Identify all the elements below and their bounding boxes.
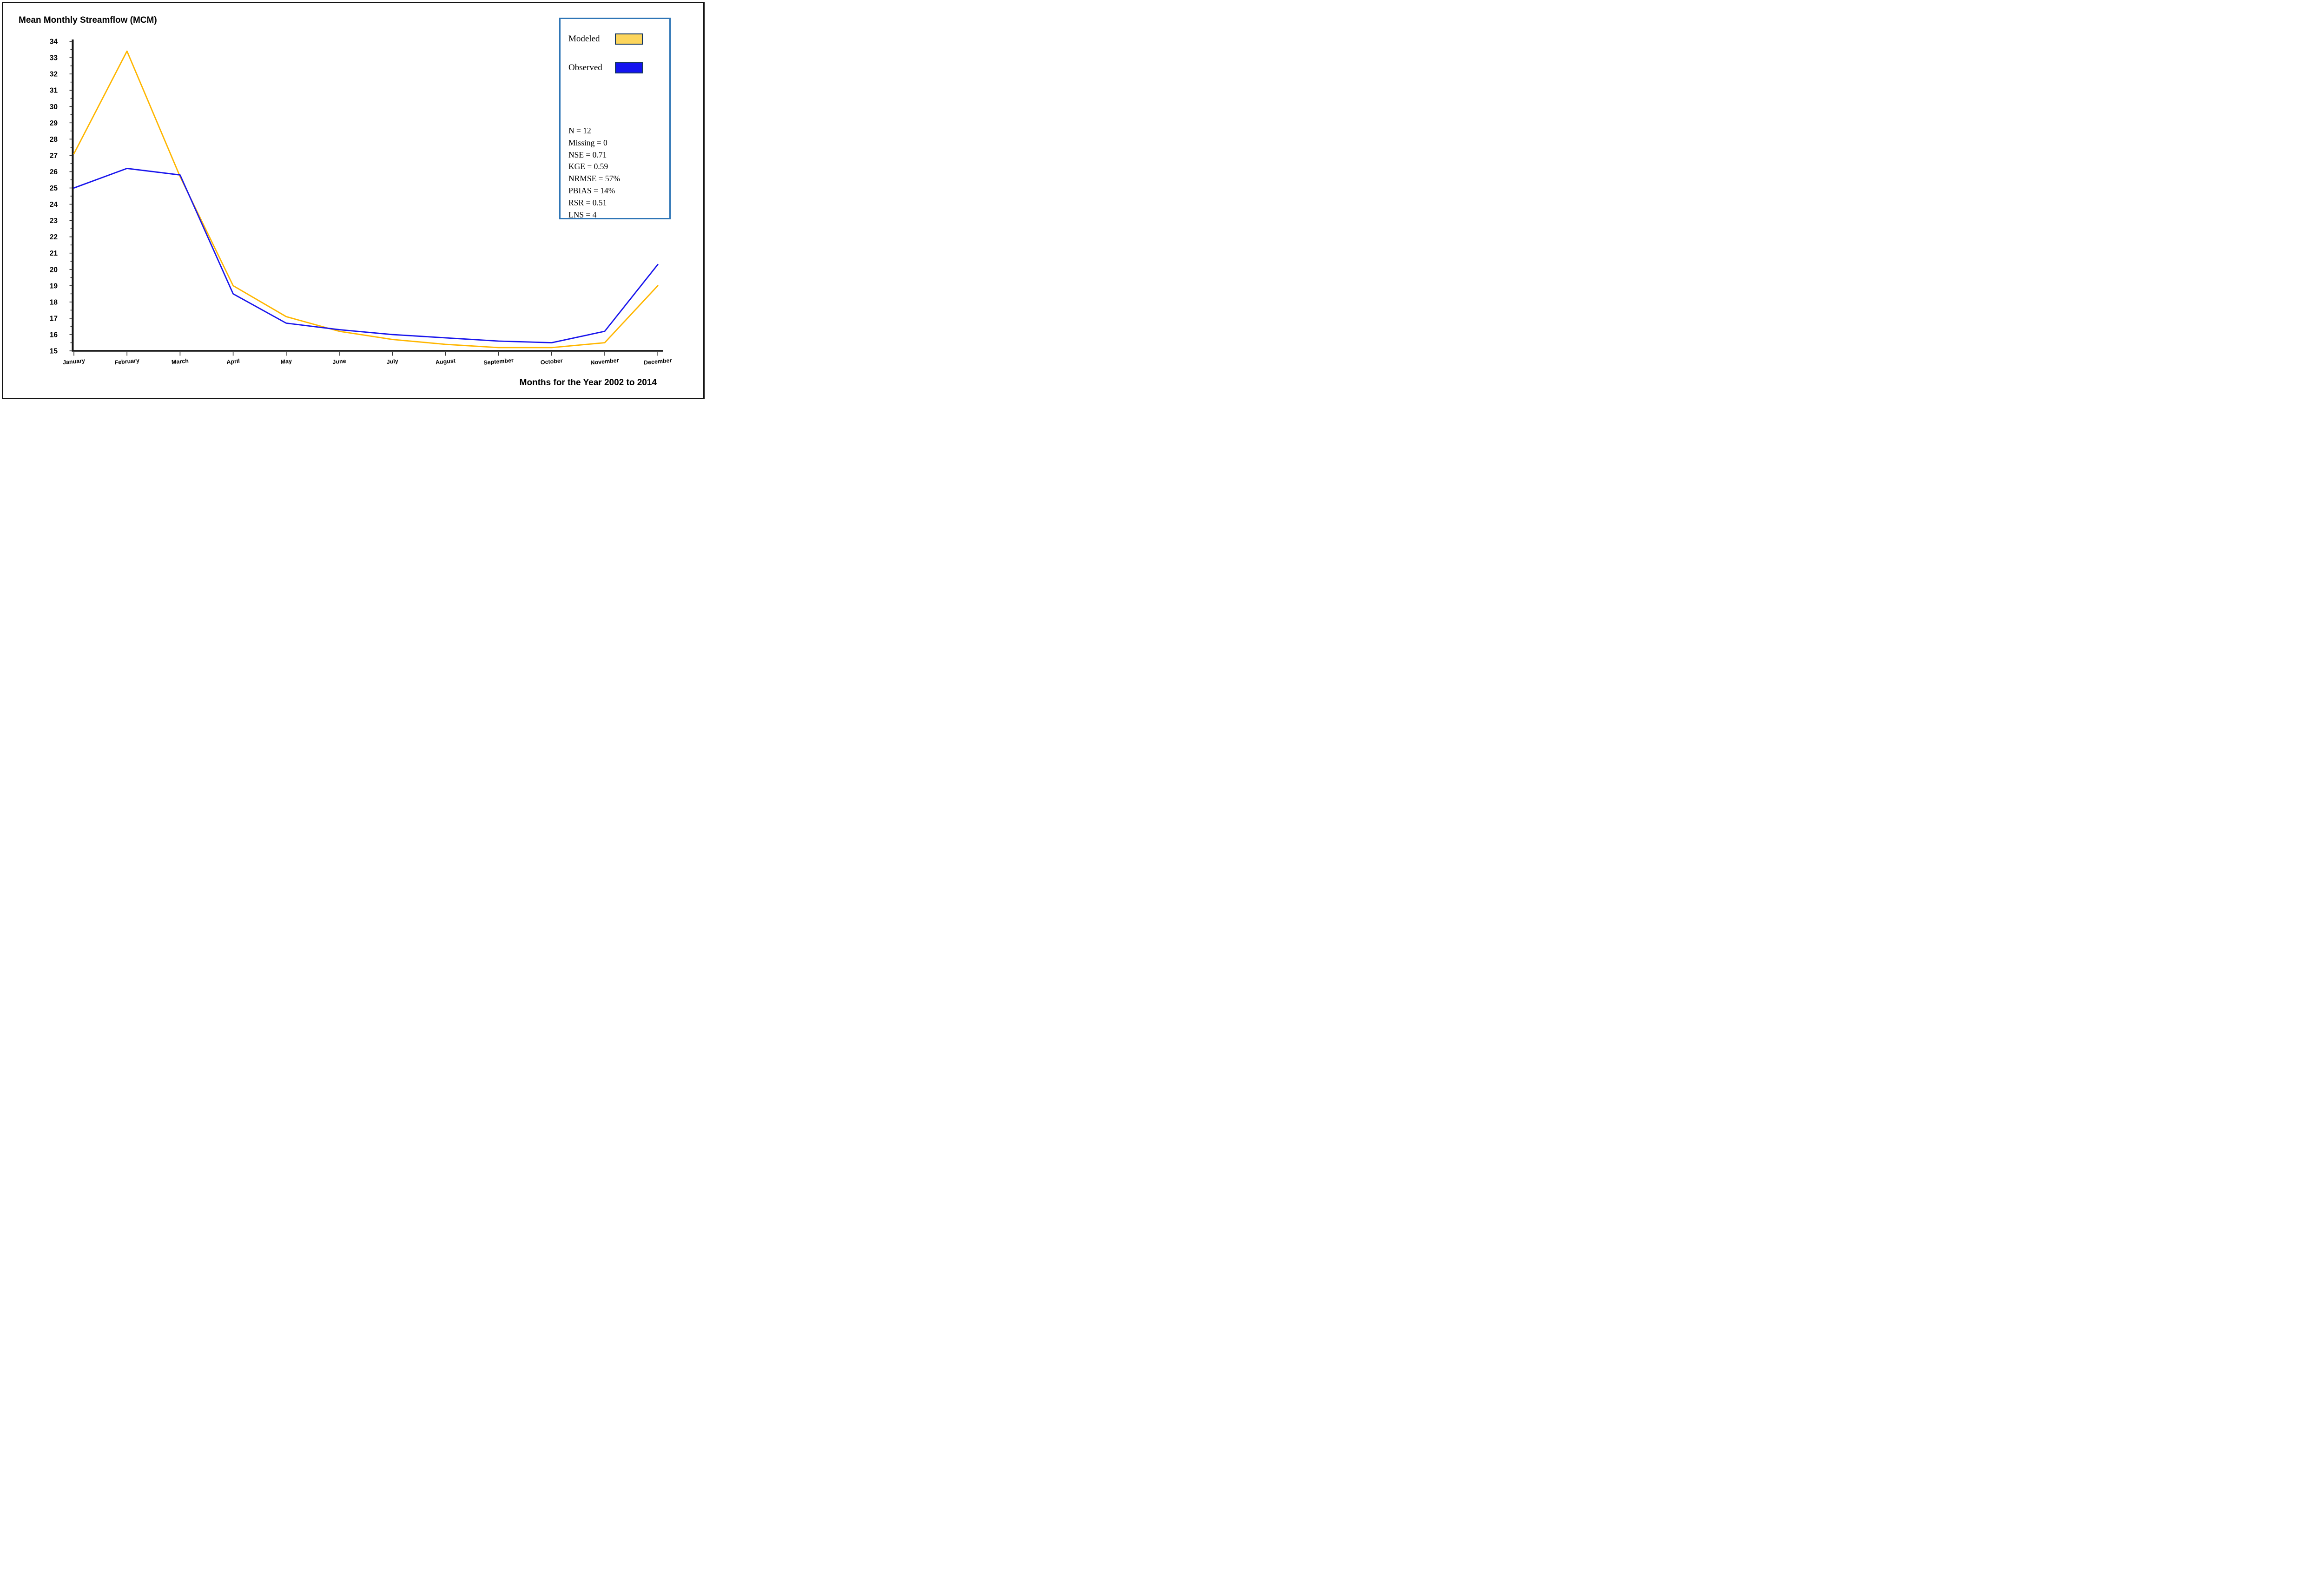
x-tick-label: February [114,357,140,366]
line-chart: 15 16 17 18 19 20 21 22 23 24 25 26 27 28 29 30 31 32 33 34… [50,38,672,366]
y-tick-label: 20 [50,266,58,274]
y-tick-label: 17 [50,315,58,323]
legend-swatch-modeled [615,33,643,45]
x-tick-label: January [63,357,86,366]
figure-frame: Mean Monthly Streamflow (MCM) 15 16 17 18 19… [2,2,705,399]
stat-line: NSE = 0.71 [568,150,607,159]
stat-line: LNS = 4 [568,210,597,219]
y-tick-label: 23 [50,217,58,225]
stat-line: N = 12 [568,126,591,135]
modeled-line [73,50,659,349]
y-tick-label: 26 [50,168,58,176]
x-tick-label: June [332,358,346,365]
stats-list: N = 12 Missing = 0 NSE = 0.71 KGE = 0.59 NRM… [568,125,665,221]
y-tick-label: 19 [50,282,58,290]
y-tick-label: 30 [50,103,58,111]
y-tick-label: 16 [50,331,58,339]
y-tick-label: 29 [50,119,58,127]
y-tick-label: 32 [50,71,58,79]
x-tick-label: December [643,357,672,366]
chart-title: Mean Monthly Streamflow (MCM) [19,15,157,25]
observed-line [73,168,659,343]
legend-label-modeled: Modeled [568,34,600,44]
legend-item-observed: Observed [568,61,643,74]
y-tick-label: 31 [50,87,58,95]
y-tick-label: 34 [50,38,58,46]
legend-label-observed: Observed [568,63,602,72]
y-tick-label: 24 [50,201,58,209]
stat-line: Missing = 0 [568,138,607,147]
legend-item-modeled: Modeled [568,33,643,46]
x-tick-label: September [483,357,514,366]
y-tick-label: 33 [50,54,58,62]
x-tick-label: July [386,358,398,365]
x-axis-title: Months for the Year 2002 to 2014 [519,378,657,388]
y-tick-label: 25 [50,184,58,192]
x-tick-label: March [171,357,189,365]
stat-line: KGE = 0.59 [568,162,608,171]
stat-line: RSR = 0.51 [568,197,607,207]
x-tick-label: April [226,358,240,365]
y-tick-label: 27 [50,152,58,160]
legend-swatch-observed [615,62,643,73]
stat-line: NRMSE = 57% [568,174,620,184]
x-tick-label: October [540,357,563,366]
legend-box: Modeled Observed N = 12 Missing = 0 NSE = 0.… [559,18,671,219]
stat-line: PBIAS = 14% [568,185,615,195]
x-tick-label: November [590,357,619,366]
x-tick-label: August [435,357,456,366]
y-tick-label: 15 [50,348,58,355]
y-tick-label: 18 [50,298,58,306]
y-tick-label: 21 [50,250,58,257]
y-tick-label: 22 [50,233,58,241]
x-tick-label: May [280,358,292,365]
y-tick-label: 28 [50,136,58,144]
